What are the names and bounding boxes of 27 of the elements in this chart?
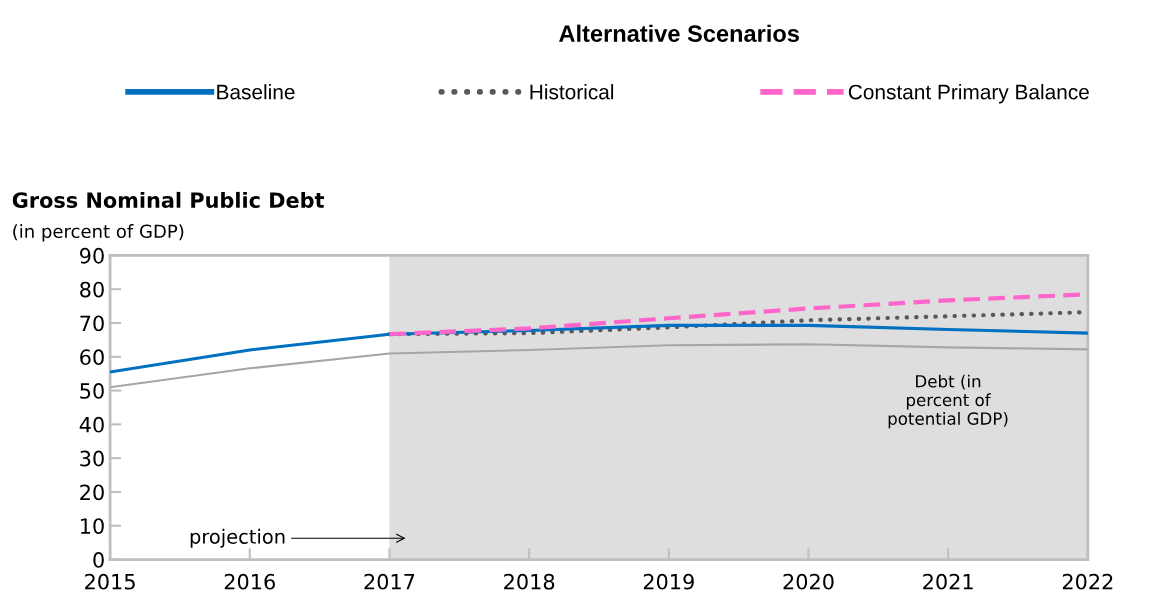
legend-label: Historical (530, 84, 614, 100)
chart-title: Alternative Scenarios (559, 24, 799, 42)
y-tick-label: 50 (80, 383, 104, 399)
y-tick-label: 70 (80, 315, 104, 332)
legend-label: Constant Primary Balance (848, 84, 1089, 104)
x-tick-label: 2021 (923, 573, 973, 590)
y-tick-label: 40 (79, 416, 104, 433)
x-tick-label: 2018 (504, 573, 555, 590)
chart-subtitle: Gross Nominal Public Debt (12, 191, 325, 208)
x-tick-label: 2016 (224, 573, 275, 590)
y-axis-title: (in percent of GDP) (13, 224, 184, 242)
x-tick-label: 2017 (364, 573, 415, 590)
annotation: Debt (in percent of potential GDP) (888, 374, 1008, 429)
x-tick-label: 2019 (643, 573, 694, 590)
annotation: projection (190, 528, 285, 548)
y-tick-label: 0 (93, 552, 104, 568)
x-tick-label: 2022 (1062, 573, 1113, 590)
y-tick-label: 60 (80, 349, 104, 366)
y-tick-label: 30 (80, 450, 104, 467)
y-tick-label: 10 (80, 518, 104, 534)
x-tick-label: 2015 (85, 573, 135, 590)
y-tick-label: 20 (80, 484, 104, 501)
x-tick-label: 2020 (783, 573, 834, 590)
line-series (110, 343, 1088, 389)
legend-label: Baseline (217, 84, 295, 100)
y-tick-label: 80 (80, 281, 104, 298)
y-tick-label: 90 (80, 247, 104, 264)
